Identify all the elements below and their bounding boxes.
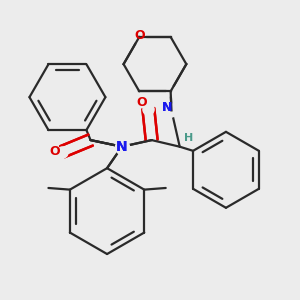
- Text: N: N: [162, 101, 173, 114]
- Text: N: N: [116, 140, 128, 154]
- Text: O: O: [136, 96, 147, 109]
- Text: H: H: [184, 134, 194, 143]
- Text: N: N: [162, 101, 173, 114]
- Text: N: N: [116, 140, 128, 154]
- Text: O: O: [134, 29, 145, 42]
- Text: O: O: [49, 145, 59, 158]
